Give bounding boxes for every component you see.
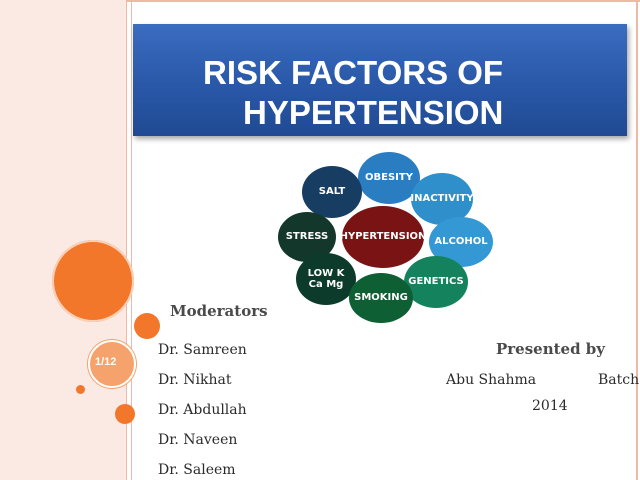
- decor-circle-tiny: [76, 385, 85, 394]
- bubble-salt: SALT: [302, 166, 362, 218]
- left-decor-band: [0, 0, 126, 480]
- moderator-name: Dr. Nikhat: [158, 372, 232, 388]
- moderator-name: Dr. Abdullah: [158, 402, 247, 418]
- bubble-hypertension: HYPERTENSION: [340, 206, 426, 268]
- decor-circle-small: [134, 313, 160, 339]
- bubble-smoking: SMOKING: [349, 273, 413, 323]
- presenter-name: Abu Shahma: [446, 372, 537, 388]
- page-number: 1/12: [95, 356, 117, 368]
- moderator-name: Dr. Naveen: [158, 432, 238, 448]
- bubble-genetics: GENETICS: [404, 256, 468, 308]
- title-line-2: HYPERTENSION: [243, 94, 504, 131]
- moderator-name: Dr. Samreen: [158, 342, 247, 358]
- decor-line: [131, 0, 132, 480]
- frame-top-line: [126, 0, 640, 2]
- frame-right-line: [636, 0, 638, 480]
- moderator-name: Dr. Saleem: [158, 462, 236, 478]
- decor-circle-large: [52, 240, 134, 322]
- decor-circle-small: [115, 404, 135, 424]
- decor-line: [126, 0, 127, 480]
- bubble-low-k-ca-mg: LOW K Ca Mg: [296, 253, 356, 305]
- page-number-circle: 1/12: [88, 340, 136, 388]
- presenter-batch-label: Batch: [598, 372, 640, 388]
- title-line-1: RISK FACTORS OF: [203, 54, 504, 91]
- presenter-batch-year: 2014: [532, 398, 568, 414]
- bubble-inactivity: INACTIVITY: [410, 173, 474, 225]
- presented-by-heading: Presented by: [496, 340, 606, 358]
- bubble-obesity: OBESITY: [358, 152, 420, 204]
- moderators-heading: Moderators: [170, 302, 268, 320]
- title-banner: RISK FACTORS OF HYPERTENSION: [133, 24, 627, 136]
